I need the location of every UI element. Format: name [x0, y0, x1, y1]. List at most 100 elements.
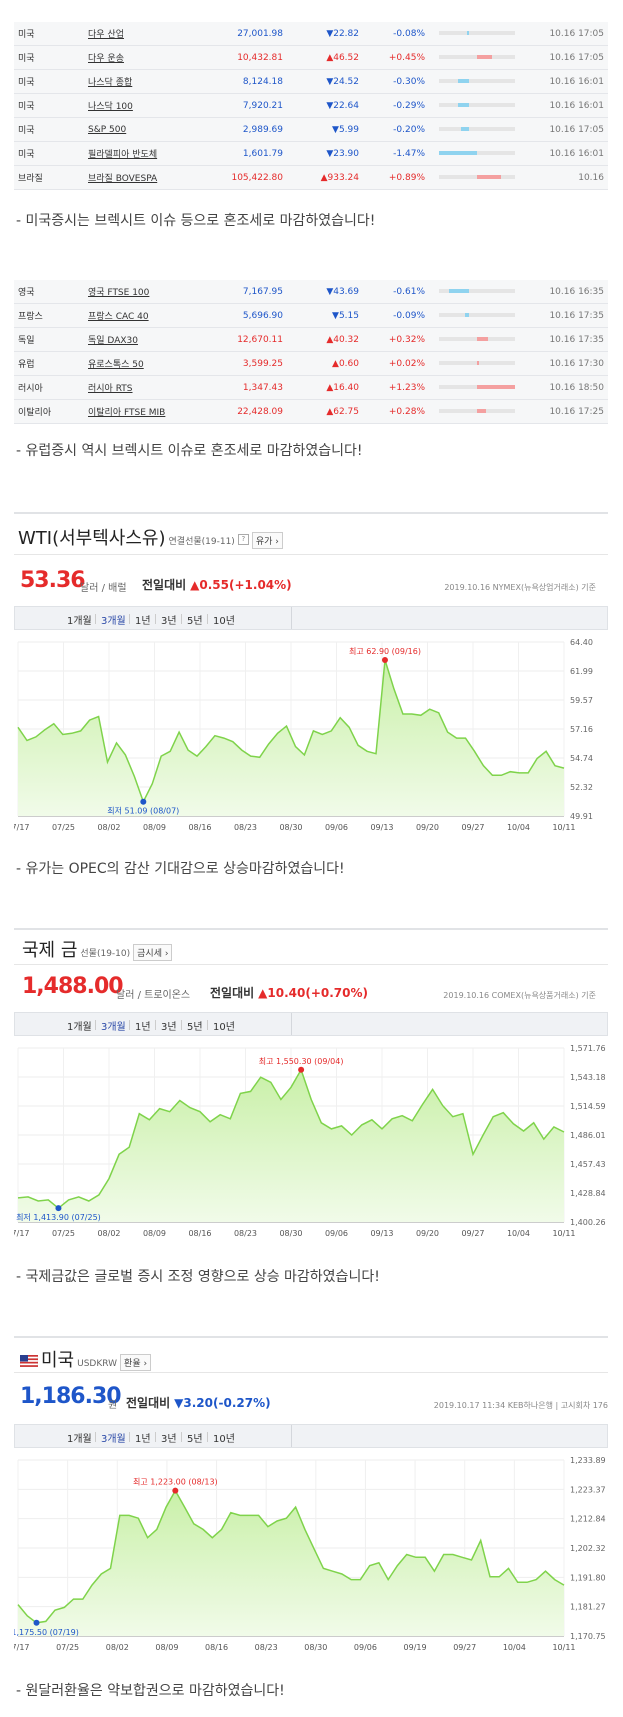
- change-value: 24.52: [333, 76, 359, 87]
- index-name-link[interactable]: 이탈리아 FTSE MIB: [88, 408, 166, 418]
- index-row[interactable]: 미국 다우 산업 27,001.98 ▼22.82 -0.08% 10.16 17:05: [14, 22, 608, 46]
- x-tick-label: 09/20: [416, 1229, 439, 1238]
- x-tick-label: 08/30: [279, 1229, 302, 1238]
- y-tick-label: 1,400.26: [570, 1218, 606, 1227]
- index-name-link[interactable]: 유로스톡스 50: [88, 360, 144, 370]
- tab-period[interactable]: 1년: [135, 1434, 151, 1445]
- index-row[interactable]: 프랑스 프랑스 CAC 40 5,696.90 ▼5.15 -0.09% 10.16 17…: [14, 303, 608, 328]
- wti-oil-button[interactable]: 유가 ›: [251, 532, 283, 549]
- tab-period[interactable]: 1년: [135, 1022, 151, 1033]
- index-row[interactable]: 미국 필라델피아 반도체 1,601.79 ▼23.90 -1.47% 10.16 16:…: [14, 141, 608, 166]
- comment-usd: - 원달러환율은 약보합권으로 마감하였습니다!: [16, 1683, 285, 1699]
- country-cell: 러시아: [14, 375, 88, 400]
- rate-bar: [439, 175, 515, 179]
- index-name-link[interactable]: S&P 500: [88, 124, 127, 135]
- tab-period[interactable]: 10년: [213, 1022, 235, 1033]
- tab-period[interactable]: 3개월: [101, 1434, 126, 1445]
- index-change-cell: ▼22.82: [289, 22, 365, 46]
- index-name-cell: 다우 운송: [88, 45, 203, 70]
- index-row[interactable]: 브라질 브라질 BOVESPA 105,422.80 ▲933.24 +0.89% 10.…: [14, 165, 608, 190]
- index-bar-cell: [439, 399, 529, 424]
- index-price-cell: 27,001.98: [203, 22, 289, 46]
- tab-period[interactable]: 3년: [161, 1022, 177, 1033]
- index-row[interactable]: 독일 독일 DAX30 12,670.11 ▲40.32 +0.32% 10.16 17:…: [14, 327, 608, 352]
- index-row[interactable]: 미국 나스닥 100 7,920.21 ▼22.64 -0.29% 10.16 16:01: [14, 93, 608, 118]
- direction-icon: ▼: [332, 310, 339, 321]
- index-name-link[interactable]: 독일 DAX30: [88, 336, 138, 346]
- index-name-link[interactable]: 다우 산업: [88, 30, 124, 40]
- index-name-link[interactable]: 필라델피아 반도체: [88, 150, 158, 160]
- wti-oil-button-label: 유가: [255, 537, 273, 547]
- x-tick-label: 09/27: [461, 1229, 484, 1238]
- usd-fx-button[interactable]: 환율 ›: [120, 1354, 152, 1371]
- index-change-cell: ▼22.64: [289, 93, 365, 118]
- index-name-link[interactable]: 영국 FTSE 100: [88, 288, 150, 298]
- index-name-link[interactable]: 다우 운송: [88, 54, 124, 64]
- gold-change: 전일대비 ▲10.40(+0.70%): [210, 984, 368, 1001]
- gold-price: 1,488.00: [22, 974, 124, 999]
- eu-index-table: 영국 영국 FTSE 100 7,167.95 ▼43.69 -0.61% 10.16 1…: [14, 280, 608, 424]
- tab-period[interactable]: 1년: [135, 616, 151, 627]
- x-tick-label: 10/11: [552, 1229, 575, 1238]
- tab-period[interactable]: 3년: [161, 1434, 177, 1445]
- usd-change: 전일대비 ▼3.20(-0.27%): [126, 1394, 271, 1411]
- usd-price: 1,186.30: [20, 1384, 122, 1409]
- tab-separator: [129, 1020, 130, 1030]
- tab-period[interactable]: 10년: [213, 1434, 235, 1445]
- tab-period[interactable]: 1개월: [67, 1434, 92, 1445]
- index-name-link[interactable]: 러시아 RTS: [88, 384, 133, 394]
- index-name-link[interactable]: 나스닥 100: [88, 102, 133, 112]
- usd-source: 2019.10.17 11:34 KEB하나은행 | 고시회차 176: [433, 1401, 608, 1410]
- x-tick-label: 08/16: [188, 823, 211, 832]
- index-name-link[interactable]: 나스닥 종합: [88, 78, 133, 88]
- index-row[interactable]: 미국 S&P 500 2,989.69 ▼5.99 -0.20% 10.16 17:05: [14, 117, 608, 142]
- index-row[interactable]: 유럽 유로스톡스 50 3,599.25 ▲0.60 +0.02% 10.16 17:30: [14, 351, 608, 376]
- index-name-cell: 러시아 RTS: [88, 375, 203, 400]
- x-tick-label: 09/20: [416, 823, 439, 832]
- tab-period[interactable]: 5년: [187, 616, 203, 627]
- us-index-table: 미국 다우 산업 27,001.98 ▼22.82 -0.08% 10.16 17:05 미…: [14, 22, 608, 190]
- index-price-cell: 1,347.43: [203, 375, 289, 400]
- index-row[interactable]: 이탈리아 이탈리아 FTSE MIB 22,428.09 ▲62.75 +0.28% 10…: [14, 399, 608, 424]
- gold-price-button[interactable]: 금시세 ›: [133, 944, 173, 961]
- index-change-cell: ▲46.52: [289, 45, 365, 70]
- index-row[interactable]: 러시아 러시아 RTS 1,347.43 ▲16.40 +1.23% 10.16 18:5…: [14, 375, 608, 400]
- wti-subtitle: 연결선물(19-11): [168, 537, 235, 547]
- x-tick-label: 10/11: [552, 1643, 575, 1652]
- tab-period[interactable]: 1개월: [67, 1022, 92, 1033]
- index-row[interactable]: 미국 다우 운송 10,432.81 ▲46.52 +0.45% 10.16 17:05: [14, 45, 608, 70]
- index-name-link[interactable]: 프랑스 CAC 40: [88, 312, 149, 322]
- index-name-cell: 독일 DAX30: [88, 327, 203, 352]
- rate-bar-fill: [477, 175, 502, 179]
- tab-period[interactable]: 3개월: [101, 616, 126, 627]
- high-point-label: 최고 62.90 (09/16): [349, 646, 421, 656]
- index-name-cell: 필라델피아 반도체: [88, 141, 203, 166]
- index-price-cell: 7,920.21: [203, 93, 289, 118]
- tab-period[interactable]: 10년: [213, 616, 235, 627]
- tab-separator: [181, 1432, 182, 1442]
- tab-period[interactable]: 5년: [187, 1434, 203, 1445]
- x-tick-label: 10/04: [507, 823, 530, 832]
- index-name-cell: S&P 500: [88, 117, 203, 142]
- rate-bar-fill: [477, 361, 479, 365]
- index-rate-cell: -0.30%: [365, 69, 439, 94]
- index-row[interactable]: 영국 영국 FTSE 100 7,167.95 ▼43.69 -0.61% 10.16 1…: [14, 280, 608, 304]
- y-tick-label: 1,223.37: [570, 1485, 606, 1494]
- tab-period[interactable]: 3년: [161, 616, 177, 627]
- rate-bar: [439, 409, 515, 413]
- tab-period[interactable]: 3개월: [101, 1022, 126, 1033]
- index-name-link[interactable]: 브라질 BOVESPA: [88, 174, 158, 184]
- x-tick-label: 08/02: [97, 823, 120, 832]
- index-price-cell: 7,167.95: [203, 280, 289, 304]
- index-price-cell: 8,124.18: [203, 69, 289, 94]
- help-icon[interactable]: ?: [237, 533, 249, 545]
- rate-bar: [439, 103, 515, 107]
- wti-title: WTI(서부텍사스유): [18, 528, 166, 549]
- rate-bar: [439, 361, 515, 365]
- index-price-cell: 1,601.79: [203, 141, 289, 166]
- tab-period[interactable]: 1개월: [67, 616, 92, 627]
- index-row[interactable]: 미국 나스닥 종합 8,124.18 ▼24.52 -0.30% 10.16 16:01: [14, 69, 608, 94]
- wti-period-tabs: 1개월 3개월 1년 3년 5년 10년: [14, 606, 608, 630]
- index-bar-cell: [439, 351, 529, 376]
- tab-period[interactable]: 5년: [187, 1022, 203, 1033]
